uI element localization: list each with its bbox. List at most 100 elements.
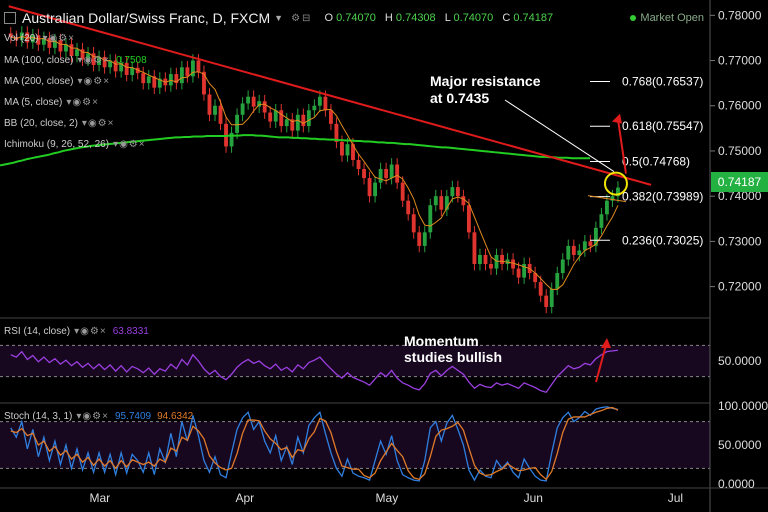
fib-level-label: 0.768(0.76537) xyxy=(622,74,703,88)
price-tick-label: 0.78000 xyxy=(718,8,762,22)
candle-body xyxy=(190,60,195,77)
candle-body xyxy=(373,182,378,197)
fib-level-label: 0.382(0.73989) xyxy=(622,190,703,204)
candle-body xyxy=(312,105,317,111)
candle-body xyxy=(334,123,339,142)
current-price-tag: 0.74187 xyxy=(711,172,768,192)
candle-body xyxy=(202,71,206,95)
resistance-trend-line xyxy=(8,5,652,186)
candle-body xyxy=(64,44,68,52)
candle-body xyxy=(229,132,234,147)
chevron-down-icon[interactable]: ▼ xyxy=(274,13,284,23)
price-tick-label: 0.77000 xyxy=(718,54,762,68)
candle-body xyxy=(179,67,184,84)
candle-body xyxy=(378,169,383,183)
market-status: Market Open xyxy=(630,12,704,24)
header-controls[interactable]: ⚙⊟ xyxy=(291,12,313,24)
price-tick-label: 0.76000 xyxy=(718,99,762,113)
indicator-ma5[interactable]: MA (5, close) ▾◉⚙× xyxy=(4,97,99,108)
candle-body xyxy=(367,178,372,197)
candle-body xyxy=(41,37,46,45)
candle-body xyxy=(185,67,190,77)
candle-body xyxy=(588,241,593,246)
candle-body xyxy=(290,119,295,131)
time-tick-label: Apr xyxy=(235,491,254,505)
ma5-projection xyxy=(587,195,627,203)
indicator-ichimoku[interactable]: Ichimoku (9, 26, 52, 26) ▾◉⚙× xyxy=(4,139,146,150)
candle-body xyxy=(69,44,74,56)
candle-body xyxy=(411,214,416,233)
candle-body xyxy=(571,245,576,255)
rsi-legend[interactable]: RSI (14, close) ▾◉⚙× 63.8331 xyxy=(4,326,149,337)
candle-body xyxy=(345,144,350,156)
candle-body xyxy=(489,264,493,269)
candle-body xyxy=(384,169,389,179)
candle-body xyxy=(268,112,273,122)
bullish-arrow-line xyxy=(617,119,627,174)
candle-body xyxy=(80,49,85,60)
momentum-annotation: studies bullish xyxy=(404,349,502,365)
candle-body xyxy=(119,62,124,72)
candle-body xyxy=(47,37,52,48)
indicator-ma100[interactable]: MA (100, close) ▾◉⚙× 0.7508 xyxy=(4,55,147,66)
candle-body xyxy=(58,40,63,52)
candle-body xyxy=(235,114,240,133)
candle-body xyxy=(262,101,267,113)
rsi-line xyxy=(10,349,619,393)
candle-body xyxy=(417,232,422,246)
candle-body xyxy=(8,33,13,38)
candle-body xyxy=(516,268,521,278)
candle-body xyxy=(218,105,223,124)
candle-body xyxy=(207,94,212,115)
candle-body xyxy=(273,110,278,122)
time-tick-label: Jun xyxy=(524,491,543,505)
fib-level-label: 0.5(0.74768) xyxy=(622,154,690,168)
time-tick-label: Jul xyxy=(668,491,683,505)
candle-body xyxy=(549,288,554,307)
momentum-arrow-line xyxy=(595,344,607,383)
indicator-bb[interactable]: BB (20, close, 2) ▾◉⚙× xyxy=(4,118,115,129)
candle-body xyxy=(593,227,598,246)
candle-body xyxy=(306,110,311,127)
candle-body xyxy=(75,49,79,56)
candle-body xyxy=(538,282,543,296)
candle-body xyxy=(97,56,102,66)
candle-body xyxy=(604,200,609,215)
candle-body xyxy=(406,200,411,215)
resistance-annotation: at 0.7435 xyxy=(430,90,489,106)
candle-body xyxy=(157,78,162,88)
candle-body xyxy=(433,196,438,206)
candle-body xyxy=(422,232,427,246)
status-dot-icon xyxy=(630,15,637,21)
time-tick-label: Mar xyxy=(89,491,110,505)
candle-body xyxy=(389,164,394,179)
candle-body xyxy=(257,101,262,107)
candle-body xyxy=(36,35,41,45)
candle-body xyxy=(428,205,433,233)
candle-body xyxy=(130,67,135,75)
rsi-band xyxy=(0,345,710,377)
candle-body xyxy=(30,35,35,43)
candle-body xyxy=(113,60,118,72)
candle-body xyxy=(328,110,333,124)
price-tick-label: 0.75000 xyxy=(718,144,762,158)
candle-body xyxy=(152,76,157,88)
candle-body xyxy=(146,76,151,84)
candle-body xyxy=(582,241,587,251)
price-tick-label: 0.72000 xyxy=(718,280,762,294)
candle-body xyxy=(610,196,615,201)
indicator-vol[interactable]: Vol (20) ▾◉⚙× xyxy=(4,33,76,44)
candle-body xyxy=(450,187,455,197)
indicator-ma200[interactable]: MA (200, close) ▾◉⚙× xyxy=(4,76,111,87)
collapse-toggle-icon[interactable] xyxy=(4,12,16,24)
candle-body xyxy=(616,187,620,197)
candle-body xyxy=(279,110,284,127)
ma100-line xyxy=(0,134,590,167)
candle-body xyxy=(124,62,129,75)
stoch-legend[interactable]: Stoch (14, 3, 1) ▾◉⚙× 95.7409 94.6342 xyxy=(4,411,194,422)
candle-body xyxy=(351,144,355,160)
candle-body xyxy=(323,96,328,111)
stoch-k-line xyxy=(10,406,619,482)
candle-body xyxy=(566,245,571,260)
